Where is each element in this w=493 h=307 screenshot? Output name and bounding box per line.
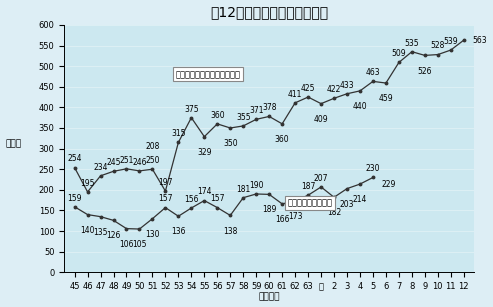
- Text: 329: 329: [197, 148, 211, 157]
- Text: 463: 463: [366, 68, 380, 77]
- Text: 135: 135: [93, 228, 108, 237]
- Text: 187: 187: [301, 182, 316, 191]
- Text: 440: 440: [352, 102, 367, 111]
- Text: 509: 509: [391, 49, 406, 58]
- Text: 156: 156: [184, 195, 199, 204]
- Text: 355: 355: [236, 113, 250, 122]
- Text: 371: 371: [249, 106, 263, 115]
- X-axis label: （年度）: （年度）: [258, 293, 280, 301]
- Text: 422: 422: [327, 85, 341, 94]
- Text: 375: 375: [184, 104, 199, 114]
- Text: 539: 539: [444, 37, 458, 46]
- Text: 208: 208: [145, 142, 160, 151]
- Y-axis label: （人）: （人）: [5, 140, 22, 149]
- Text: 189: 189: [262, 205, 277, 215]
- Text: 526: 526: [418, 67, 432, 76]
- Title: 囲12－１　派遣職員数の推移: 囲12－１ 派遣職員数の推移: [210, 6, 328, 20]
- Text: 246: 246: [132, 158, 147, 167]
- Text: 563: 563: [472, 36, 487, 45]
- Text: 459: 459: [379, 94, 393, 103]
- Text: 138: 138: [223, 227, 238, 235]
- Text: 173: 173: [288, 212, 302, 221]
- Text: 181: 181: [236, 185, 250, 193]
- Text: 197: 197: [158, 178, 173, 187]
- Text: 378: 378: [262, 103, 277, 112]
- Text: 136: 136: [171, 227, 186, 236]
- Text: 207: 207: [314, 174, 328, 183]
- Text: 157: 157: [158, 194, 173, 204]
- Text: 182: 182: [327, 208, 341, 217]
- Text: 350: 350: [223, 139, 238, 148]
- Text: 535: 535: [405, 39, 419, 48]
- Text: 230: 230: [366, 164, 380, 173]
- Text: 140: 140: [80, 226, 95, 235]
- Text: 360: 360: [275, 135, 289, 144]
- Text: 190: 190: [249, 181, 263, 190]
- Text: 130: 130: [145, 230, 160, 239]
- Text: 195: 195: [80, 179, 95, 188]
- Text: 105: 105: [132, 240, 147, 249]
- Text: 315: 315: [171, 129, 186, 138]
- Text: 245: 245: [106, 158, 121, 167]
- Text: 229: 229: [381, 180, 396, 189]
- Text: 254: 254: [68, 154, 82, 163]
- Text: 126: 126: [106, 231, 121, 240]
- Text: 251: 251: [119, 156, 134, 165]
- Text: 214: 214: [353, 195, 367, 204]
- Text: 174: 174: [197, 187, 211, 196]
- Text: 106: 106: [119, 240, 134, 249]
- Text: 年度内の派遣職員数: 年度内の派遣職員数: [288, 199, 333, 208]
- Text: 166: 166: [275, 215, 289, 224]
- Text: 425: 425: [301, 84, 316, 93]
- Text: 409: 409: [314, 115, 328, 124]
- Text: 360: 360: [210, 111, 225, 120]
- Text: 528: 528: [431, 41, 445, 50]
- Text: 157: 157: [210, 194, 224, 204]
- Text: 234: 234: [93, 163, 108, 172]
- Text: 203: 203: [340, 200, 354, 209]
- Text: 250: 250: [145, 156, 160, 165]
- Text: 年度末現在で派遣中の職員数: 年度末現在で派遣中の職員数: [175, 70, 240, 79]
- Text: 433: 433: [340, 81, 354, 90]
- Text: 159: 159: [68, 194, 82, 203]
- Text: 411: 411: [288, 90, 302, 99]
